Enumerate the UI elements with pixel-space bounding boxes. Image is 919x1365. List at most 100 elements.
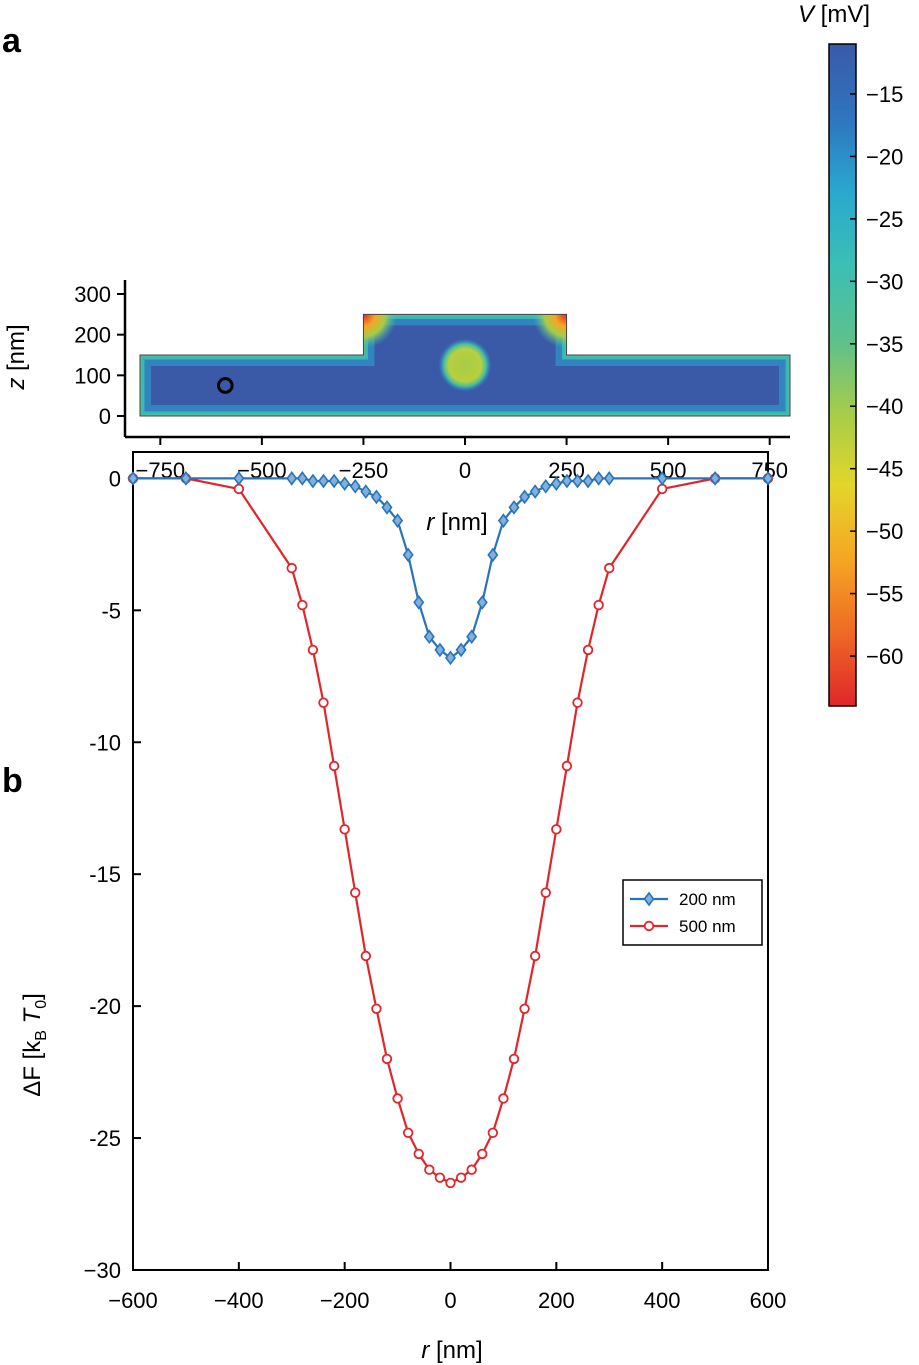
colorbar-tick-label: −15	[866, 82, 903, 107]
colorbar-tick-label: −50	[866, 519, 903, 544]
colorbar-tick-label: −35	[866, 332, 903, 357]
data-point	[392, 513, 404, 528]
data-point	[445, 1177, 456, 1189]
colorbar: −15 −20 −25 −30 −35 −40 −45 −50 −55 −60 V [mV]	[798, 1, 903, 707]
panel-a-label: a	[2, 22, 22, 60]
data-point	[445, 650, 456, 666]
panel-b-x-tick-label: 0	[444, 1288, 456, 1313]
panel-b-chart: −600 −400 −200 0 200 400 600 0 -5 -10 -15 -20 -25 −3…	[19, 451, 786, 1364]
panel-a-y-tick-label: 200	[74, 323, 111, 348]
panel-a-y-ticks: 0 100 200 300	[74, 282, 125, 429]
data-point	[476, 595, 488, 610]
data-point	[572, 697, 583, 708]
colorbar-tick-label: −60	[866, 644, 903, 669]
panel-b-x-tick-label: −600	[108, 1288, 158, 1313]
panel-a-y-tick-label: 0	[99, 404, 111, 429]
panel-b-y-tick-label: -15	[89, 862, 121, 887]
data-point	[233, 483, 245, 495]
data-point	[762, 471, 774, 486]
panel-b-y-tick-label: -5	[101, 598, 121, 623]
field-corner-right	[532, 314, 567, 349]
panel-b-y-tick-label: -20	[89, 994, 121, 1019]
data-point	[656, 471, 668, 486]
data-point	[434, 1172, 446, 1183]
data-point	[604, 562, 615, 574]
data-point	[540, 478, 552, 494]
legend-box	[622, 879, 763, 946]
legend: 200 nm 500 nm	[622, 879, 763, 946]
data-point	[582, 644, 594, 656]
data-point	[360, 950, 372, 962]
data-point	[593, 471, 605, 486]
panel-b-frame	[132, 451, 769, 1271]
legend-label: 500 nm	[679, 917, 736, 936]
panel-b-x-ticks: −600 −400 −200 0 200 400 600	[108, 1262, 786, 1313]
data-point	[455, 1172, 467, 1183]
panel-b-series	[127, 471, 774, 1189]
data-point	[307, 644, 319, 656]
panel-b-x-tick-label: 200	[538, 1288, 575, 1313]
data-point	[370, 489, 382, 505]
colorbar-title: V [mV]	[798, 1, 870, 28]
data-point	[402, 1127, 414, 1138]
colorbar-tick-label: −20	[866, 144, 903, 169]
colorbar-bar	[828, 43, 857, 707]
field-corner-left	[363, 314, 398, 349]
data-point	[582, 473, 594, 489]
data-point	[508, 1053, 520, 1065]
panel-a-x-tick-label: 0	[459, 458, 471, 483]
data-point	[328, 473, 340, 489]
data-point	[603, 471, 615, 486]
data-point	[519, 1003, 530, 1014]
panel-a-x-label: r [nm]	[426, 509, 487, 536]
panel-a-y-label: z [nm]	[3, 324, 30, 390]
panel-b-x-label: r [nm]	[421, 1337, 482, 1364]
data-point	[339, 824, 350, 835]
data-point	[572, 473, 583, 489]
data-point	[381, 500, 393, 515]
panel-b-label: b	[2, 762, 23, 800]
data-point	[233, 471, 245, 486]
panel-a-y-tick-label: 100	[74, 363, 111, 388]
data-point	[286, 562, 297, 574]
potential-field	[140, 314, 790, 416]
colorbar-ticks: −15 −20 −25 −30 −35 −40 −45 −50 −55 −60	[850, 82, 903, 669]
data-point	[413, 1148, 424, 1160]
panel-b-x-tick-label: −200	[320, 1288, 370, 1313]
data-point	[477, 1148, 488, 1160]
data-point	[339, 476, 351, 491]
data-point	[371, 1003, 382, 1014]
data-point	[413, 595, 425, 610]
data-point	[466, 1164, 477, 1175]
data-point	[540, 887, 551, 898]
data-point	[286, 471, 298, 486]
panel-a-x-tick-label: −250	[339, 458, 389, 483]
data-point	[296, 471, 308, 486]
panel-b-y-tick-label: 0	[109, 466, 121, 491]
data-point	[487, 547, 499, 563]
data-point	[656, 483, 668, 495]
data-point	[360, 484, 372, 499]
data-point	[508, 500, 520, 515]
data-point	[519, 489, 531, 505]
data-point	[392, 1093, 403, 1104]
data-point	[466, 629, 478, 645]
colorbar-tick-label: −30	[866, 269, 903, 294]
data-point	[127, 471, 139, 486]
panel-a-y-tick-label: 300	[74, 282, 111, 307]
data-point	[561, 760, 573, 772]
data-point	[307, 473, 319, 489]
data-point	[498, 1093, 509, 1104]
data-point	[455, 642, 467, 658]
data-point	[487, 1127, 499, 1138]
data-point	[529, 484, 541, 499]
data-point	[318, 697, 329, 708]
data-point	[593, 599, 604, 611]
data-point	[709, 471, 721, 486]
marker-circle	[216, 377, 234, 394]
data-point	[551, 824, 562, 835]
colorbar-tick-label: −55	[866, 582, 903, 607]
legend-label: 200 nm	[679, 890, 736, 909]
data-point	[424, 1164, 435, 1175]
